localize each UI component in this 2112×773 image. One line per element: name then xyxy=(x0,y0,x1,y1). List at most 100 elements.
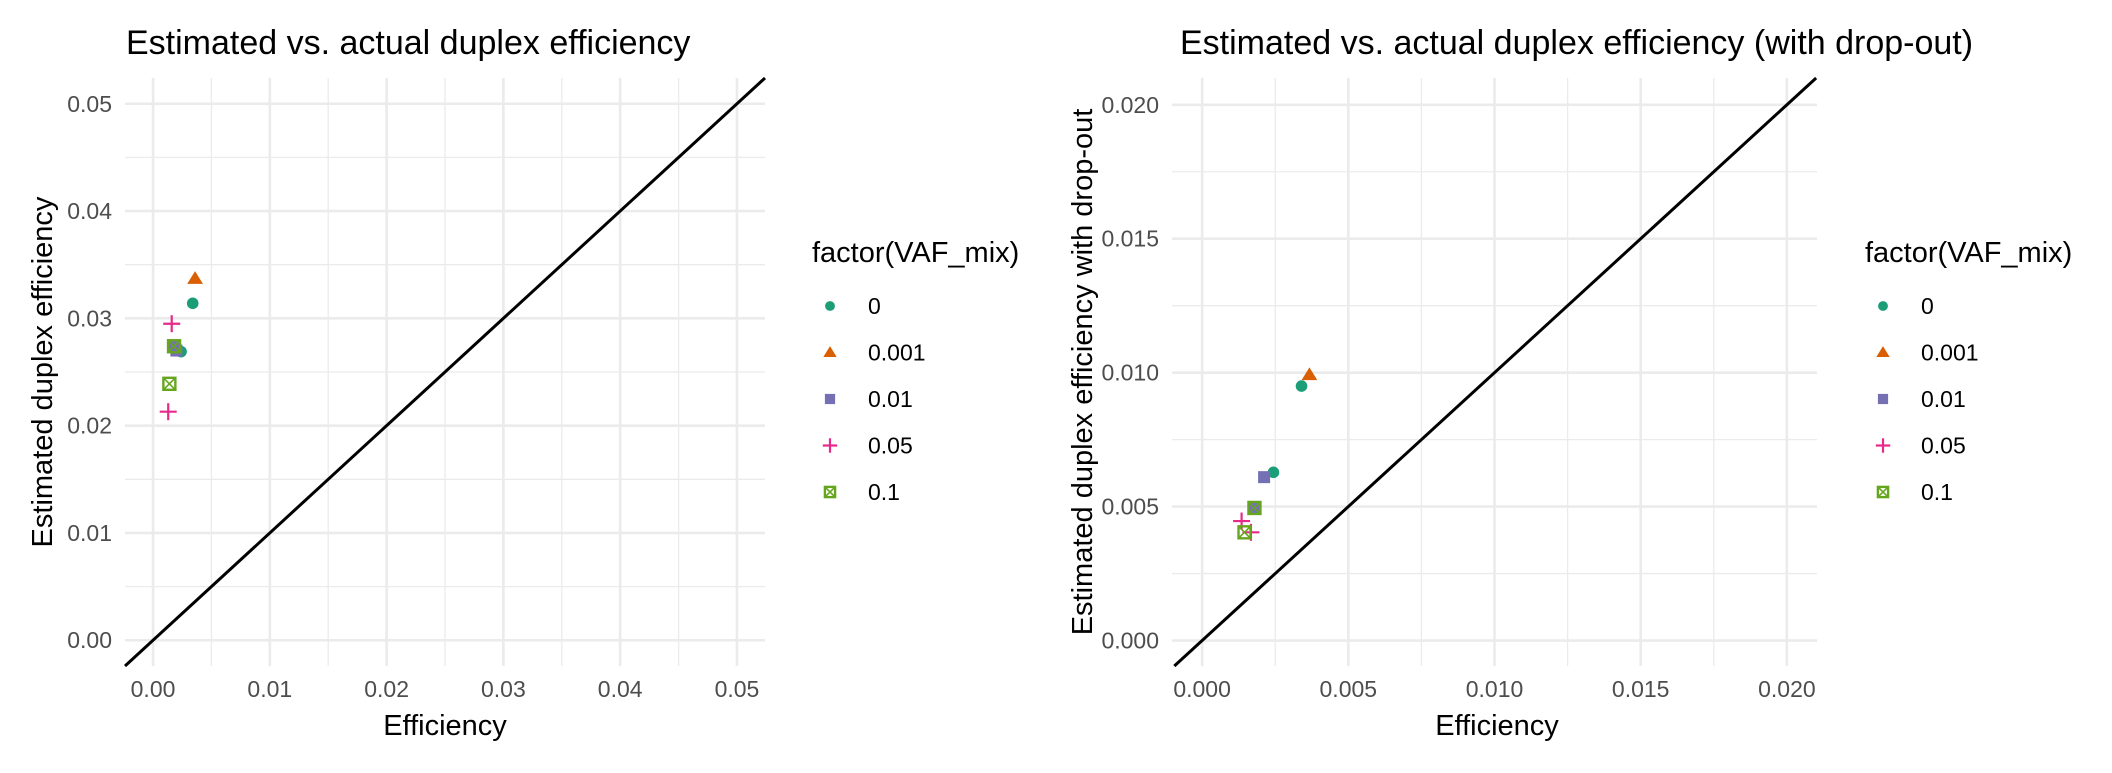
data-point-square-x-d2 xyxy=(162,377,176,391)
x-tick-label: 0.00 xyxy=(131,676,176,702)
y-tick-label: 0.00 xyxy=(67,627,112,653)
legend-key-triangle-icon-mark xyxy=(1876,346,1890,357)
y-tick-labels: 0.00 0.01 0.02 0.03 0.04 0.05 xyxy=(67,91,112,653)
data-point-square-x-box xyxy=(166,339,182,354)
data-point-plus xyxy=(163,315,181,333)
chart-left: Estimated vs. actual duplex efficiency 0… xyxy=(27,24,1019,742)
legend-label: 0.1 xyxy=(1921,479,1953,505)
legend-key-circle-icon xyxy=(1878,301,1888,311)
data-point-square-x-d2 xyxy=(1247,501,1262,515)
y-tick-label: 0.010 xyxy=(1101,360,1159,386)
data-point-square-x-box xyxy=(162,376,177,392)
legend-key-square-x-icon-box xyxy=(823,485,837,499)
data-point-square-x-d2 xyxy=(167,339,181,353)
x-tick-labels: 0.00 0.01 0.02 0.03 0.04 0.05 xyxy=(131,676,760,702)
legend-key-square-x-icon xyxy=(1876,485,1890,499)
legend-key-triangle-icon xyxy=(823,346,837,357)
legend-key-square-x-icon-box xyxy=(1876,485,1890,499)
y-axis-title: Estimated duplex efficiency xyxy=(27,196,59,547)
x-tick-label: 0.02 xyxy=(364,676,409,702)
y-tick-label: 0.05 xyxy=(67,91,112,117)
data-point-circle-mark xyxy=(1295,380,1308,392)
data-point-square-x-box xyxy=(1247,500,1262,516)
legend-label: 0 xyxy=(1921,293,1934,319)
legend-label: 0.05 xyxy=(1921,433,1966,459)
grid xyxy=(125,78,765,666)
y-tick-label: 0.000 xyxy=(1101,628,1159,654)
identity-line xyxy=(123,76,767,668)
legend-key-plus-icon xyxy=(1875,438,1891,453)
grid xyxy=(1172,78,1817,666)
chart-title: Estimated vs. actual duplex efficiency xyxy=(126,24,690,62)
x-tick-label: 0.01 xyxy=(247,676,292,702)
identity-line-group xyxy=(123,76,767,668)
x-axis-title: Efficiency xyxy=(383,710,507,742)
legend-key-square-x-icon-d2 xyxy=(824,486,836,498)
legend-label: 0.01 xyxy=(1921,386,1966,412)
legend-key-square-icon-mark xyxy=(1877,393,1889,405)
x-tick-label: 0.015 xyxy=(1612,676,1670,702)
legend-key-square-x-icon xyxy=(823,485,837,499)
chart-title: Estimated vs. actual duplex efficiency (… xyxy=(1180,24,1973,62)
data-point-triangle xyxy=(187,271,203,284)
legend-title: factor(VAF_mix) xyxy=(812,237,1019,269)
legend-label: 0.001 xyxy=(868,340,926,366)
data-point-square-x-d2 xyxy=(1237,525,1252,539)
legend: factor(VAF_mix) 0 0.001 0.01 0.05 0.1 xyxy=(1865,237,2072,505)
legend-key-square-icon xyxy=(824,393,836,405)
legend: factor(VAF_mix) 0 0.001 0.01 0.05 0.1 xyxy=(812,237,1019,505)
y-tick-label: 0.005 xyxy=(1101,494,1159,520)
legend-key-circle-icon xyxy=(825,301,835,311)
data-point-triangle-mark xyxy=(187,271,203,284)
points-group xyxy=(1233,367,1318,541)
x-tick-label: 0.020 xyxy=(1758,676,1816,702)
x-tick-label: 0.010 xyxy=(1466,676,1524,702)
data-point-circle xyxy=(186,297,199,310)
legend-label: 0.01 xyxy=(868,386,913,412)
x-tick-label: 0.04 xyxy=(598,676,643,702)
legend-key-triangle-icon-mark xyxy=(823,346,837,357)
legend-key-square-icon-mark xyxy=(824,393,836,405)
x-tick-label: 0.05 xyxy=(715,676,760,702)
y-tick-label: 0.015 xyxy=(1101,226,1159,252)
legend-label: 0.05 xyxy=(868,433,913,459)
legend-label: 0.1 xyxy=(868,479,900,505)
y-tick-label: 0.01 xyxy=(67,520,112,546)
data-point-square xyxy=(1258,471,1271,484)
points-group xyxy=(159,271,203,421)
legend-label: 0.001 xyxy=(1921,340,1979,366)
data-point-circle xyxy=(1267,466,1280,479)
data-point-plus xyxy=(159,403,177,421)
y-tick-label: 0.04 xyxy=(67,198,112,224)
legend-key-circle-icon-mark xyxy=(825,301,835,311)
data-point-triangle xyxy=(1301,367,1318,381)
data-point-circle-mark xyxy=(186,297,199,310)
data-point-square-x xyxy=(1247,500,1262,516)
data-point-square-x xyxy=(166,339,182,354)
y-tick-label: 0.020 xyxy=(1101,92,1159,118)
y-tick-label: 0.02 xyxy=(67,413,112,439)
data-point-square-x xyxy=(1237,525,1252,540)
legend-label: 0 xyxy=(868,293,881,319)
y-tick-labels: 0.000 0.005 0.010 0.015 0.020 xyxy=(1101,92,1159,654)
identity-line-group xyxy=(1173,76,1818,668)
x-tick-label: 0.03 xyxy=(481,676,526,702)
data-point-square-x xyxy=(162,376,177,392)
data-point-square-mark xyxy=(1258,471,1271,484)
legend-key-triangle-icon xyxy=(1876,346,1890,357)
x-tick-labels: 0.000 0.005 0.010 0.015 0.020 xyxy=(1173,676,1815,702)
y-tick-label: 0.03 xyxy=(67,305,112,331)
legend-key-square-x-icon-d2 xyxy=(1877,486,1889,498)
chart-right: Estimated vs. actual duplex efficiency (… xyxy=(1067,24,2072,742)
identity-line xyxy=(1173,76,1818,668)
x-tick-label: 0.000 xyxy=(1173,676,1231,702)
x-tick-label: 0.005 xyxy=(1320,676,1378,702)
data-point-square-x-box xyxy=(1237,525,1252,540)
data-point-triangle-mark xyxy=(1301,367,1318,381)
legend-key-square-icon xyxy=(1877,393,1889,405)
legend-key-plus-icon xyxy=(822,438,838,453)
legend-key-circle-icon-mark xyxy=(1878,301,1888,311)
data-point-circle-mark xyxy=(1267,466,1280,479)
